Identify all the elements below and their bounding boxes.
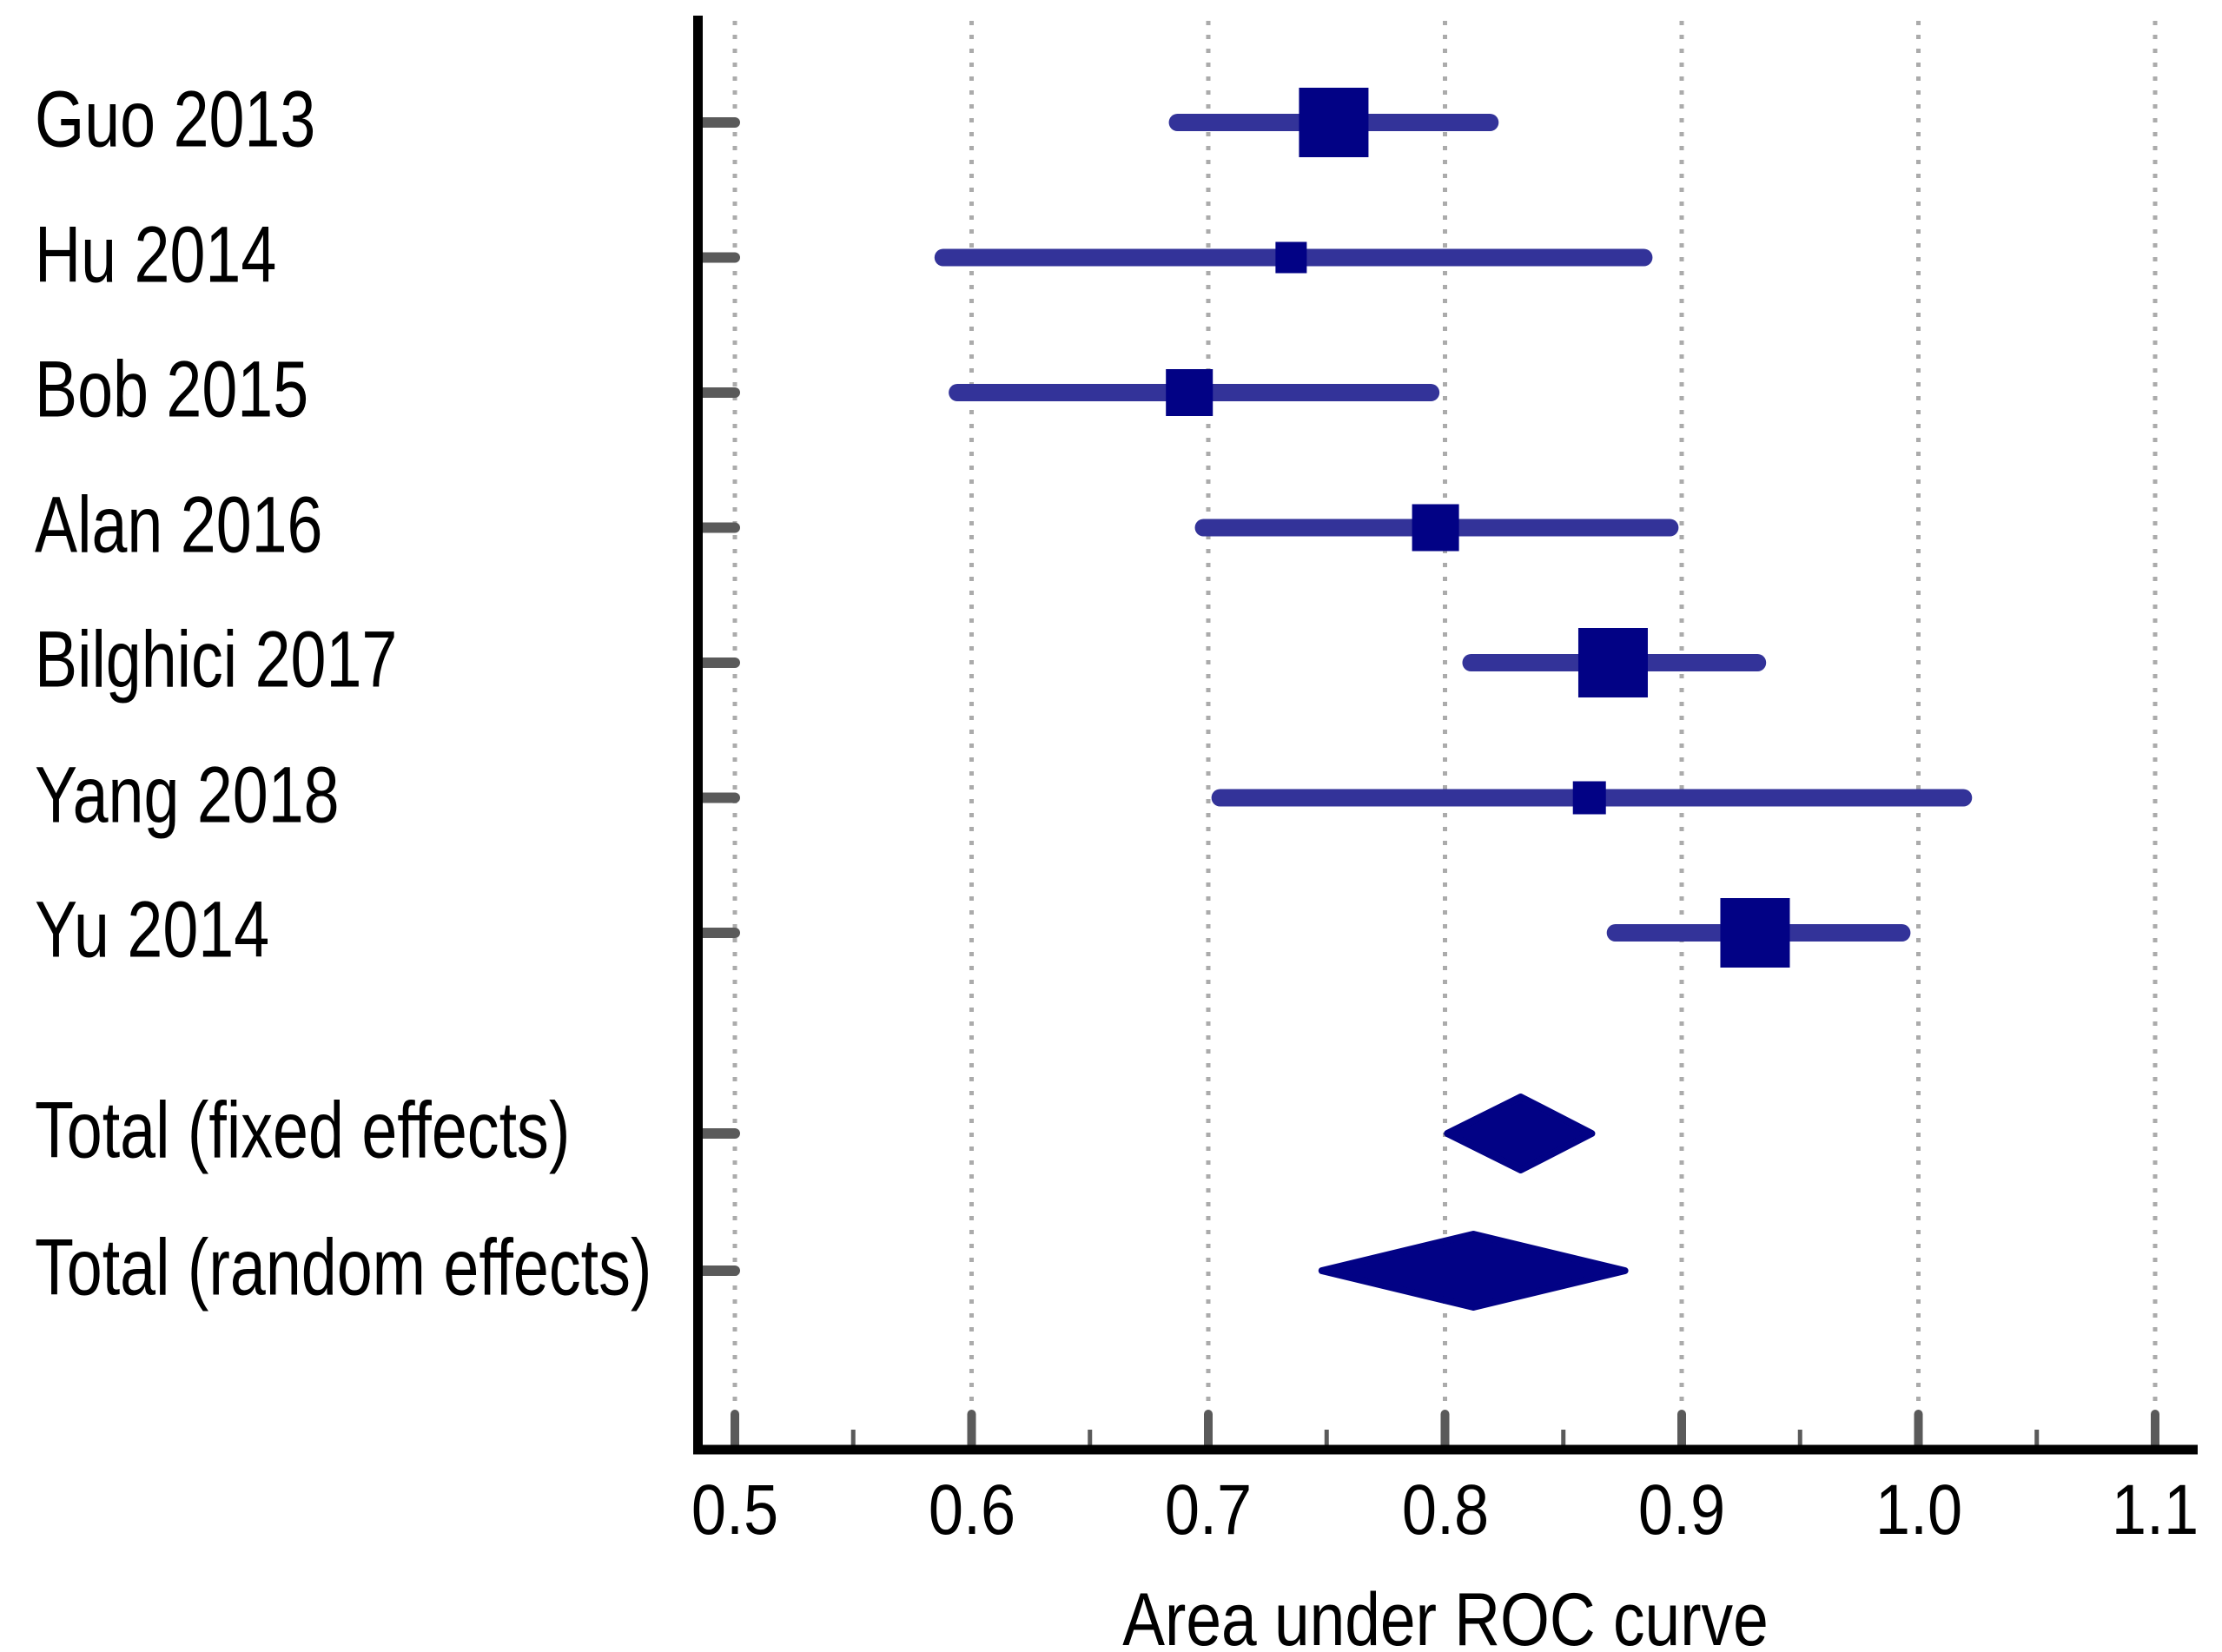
total-diamond-marker xyxy=(1444,1094,1596,1173)
row-label: Yang 2018 xyxy=(35,750,340,839)
x-axis-title: Area under ROC curve xyxy=(1122,1578,1769,1652)
row-label: Yu 2014 xyxy=(35,885,270,975)
row-label: Alan 2016 xyxy=(35,479,323,569)
x-tick-label: 0.5 xyxy=(691,1470,779,1550)
study-square-marker xyxy=(1412,504,1459,552)
row-label-total: Total (random effects) xyxy=(35,1223,652,1312)
study-square-marker xyxy=(1720,898,1790,968)
x-tick-label: 0.6 xyxy=(928,1470,1015,1550)
x-tick-label: 0.8 xyxy=(1401,1470,1489,1550)
row-label: Bob 2015 xyxy=(35,345,309,434)
study-square-marker xyxy=(1577,628,1648,697)
x-tick-label: 0.7 xyxy=(1164,1470,1253,1550)
study-square-marker xyxy=(1166,369,1214,416)
row-label-total: Total (fixed effects) xyxy=(35,1086,571,1175)
row-label: Guo 2013 xyxy=(35,75,316,164)
x-tick-label: 1.0 xyxy=(1875,1470,1962,1550)
row-label: Hu 2014 xyxy=(35,209,277,299)
row-label: Bilghici 2017 xyxy=(35,615,398,704)
x-tick-label: 0.9 xyxy=(1637,1470,1726,1550)
total-diamond-marker xyxy=(1318,1231,1629,1311)
x-tick-label: 1.1 xyxy=(2111,1470,2199,1550)
study-square-marker xyxy=(1275,241,1307,274)
study-square-marker xyxy=(1572,781,1606,815)
study-square-marker xyxy=(1299,88,1369,157)
